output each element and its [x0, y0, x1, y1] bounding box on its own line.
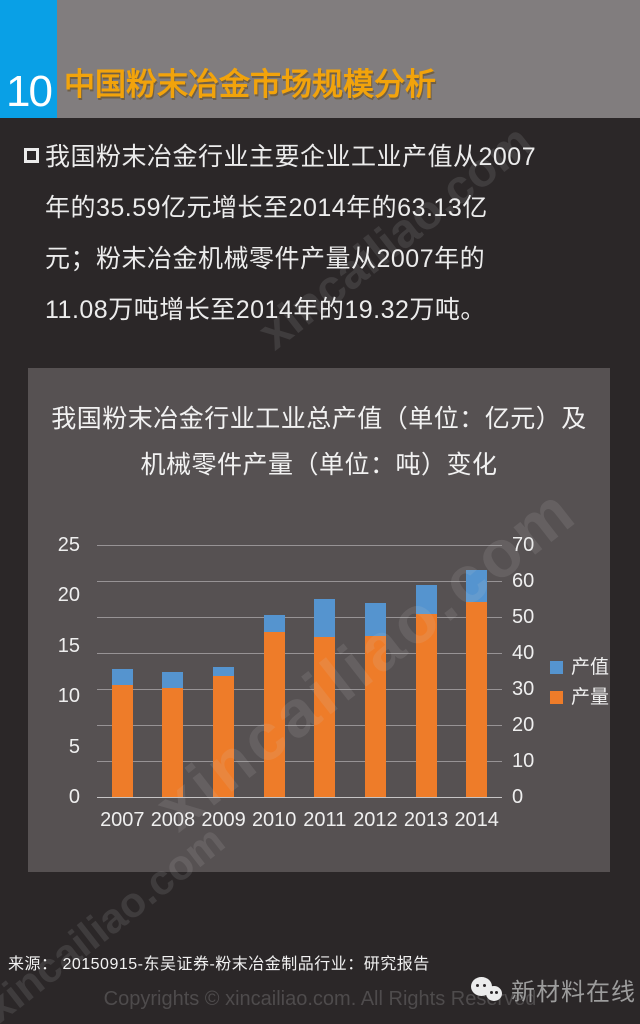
body-lines: 我国粉末冶金行业主要企业工业产值从2007 年的35.59亿元增长至2014年的…: [45, 132, 624, 336]
x-axis-category-label: 2014: [454, 809, 499, 831]
wechat-icon: [469, 974, 507, 1006]
chart-title-line-1: 我国粉末冶金行业工业总产值（单位：亿元）及: [51, 405, 587, 433]
brand-block: 新材料在线: [469, 972, 636, 1007]
legend-item: 产值: [550, 658, 609, 677]
x-axis-category-label: 2012: [353, 809, 398, 831]
chart-title: 我国粉末冶金行业工业总产值（单位：亿元）及 机械零件产量（单位：吨）变化: [0, 396, 640, 488]
page-number: 10: [6, 67, 53, 116]
left-axis-tick: 10: [57, 685, 80, 708]
chart-legend: 产值 产量: [550, 658, 609, 718]
bar-output-volume: [314, 636, 336, 797]
grid-line: [97, 545, 502, 546]
legend-label: 产值: [571, 657, 610, 678]
legend-item: 产量: [550, 688, 609, 707]
chart-panel: 我国粉末冶金行业工业总产值（单位：亿元）及 机械零件产量（单位：吨）变化 产值产…: [28, 368, 610, 872]
bar-output-volume: [466, 602, 488, 797]
right-axis-tick: 0: [512, 786, 524, 808]
grid-line: [97, 581, 502, 582]
bar-output-volume: [213, 676, 235, 797]
right-axis-tick: 70: [512, 534, 535, 556]
body-line: 元；粉末冶金机械零件产量从2007年的: [45, 245, 486, 273]
body-line: 我国粉末冶金行业主要企业工业产值从2007: [45, 143, 537, 171]
source-line: 来源： 20150915-东吴证券-粉末冶金制品行业：研究报告: [8, 956, 430, 973]
bar-output-volume: [111, 685, 133, 797]
right-axis-tick: 30: [512, 678, 535, 700]
grid-line: [97, 761, 502, 762]
right-axis-tick: 40: [512, 642, 535, 664]
bar-output-volume: [162, 688, 184, 797]
left-axis-tick: 5: [68, 735, 80, 758]
x-axis-category-label: 2009: [201, 809, 246, 831]
right-axis-tick: 60: [512, 570, 535, 592]
left-axis-tick: 20: [57, 584, 80, 607]
legend-swatch: [550, 691, 563, 704]
body-line: 年的35.59亿元增长至2014年的63.13亿: [45, 194, 488, 222]
left-axis-tick: 25: [57, 534, 80, 556]
x-axis-category-label: 2013: [403, 809, 449, 831]
right-axis-tick: 10: [512, 750, 535, 772]
body-paragraph: 我国粉末冶金行业主要企业工业产值从2007 年的35.59亿元增长至2014年的…: [24, 132, 624, 336]
bullet-square-icon: [24, 148, 39, 163]
grid-line: [97, 725, 502, 726]
grid-line: [97, 653, 502, 654]
legend-label: 产量: [571, 687, 610, 708]
x-axis-category-label: 2011: [303, 809, 347, 831]
grid-line: [97, 617, 502, 618]
x-axis-category-label: 2007: [100, 809, 145, 831]
bar-output-volume: [263, 631, 285, 797]
bar-output-volume: [415, 613, 437, 797]
bar-output-volume: [364, 635, 386, 797]
chart-title-line-2: 机械零件产量（单位：吨）变化: [140, 451, 498, 479]
grid-line: [97, 689, 502, 690]
copyright-text: Copyrights © xincailiao.com. All Rights …: [103, 988, 537, 1010]
header-band: 中国粉末冶金市场规模分析: [0, 0, 640, 118]
left-axis-tick: 0: [68, 786, 80, 808]
body-line: 11.08万吨增长至2014年的19.32万吨。: [45, 296, 486, 324]
legend-swatch: [550, 661, 563, 674]
page-title: 中国粉末冶金市场规模分析: [64, 67, 436, 102]
x-axis-line: [97, 797, 502, 798]
right-axis-tick: 20: [512, 714, 535, 736]
x-axis-category-label: 2008: [150, 809, 196, 831]
right-axis-tick: 50: [512, 606, 535, 628]
x-axis-category-label: 2010: [251, 809, 297, 831]
brand-name: 新材料在线: [511, 979, 636, 1006]
page-number-box: 10: [0, 0, 57, 118]
left-axis-tick: 15: [57, 634, 80, 657]
